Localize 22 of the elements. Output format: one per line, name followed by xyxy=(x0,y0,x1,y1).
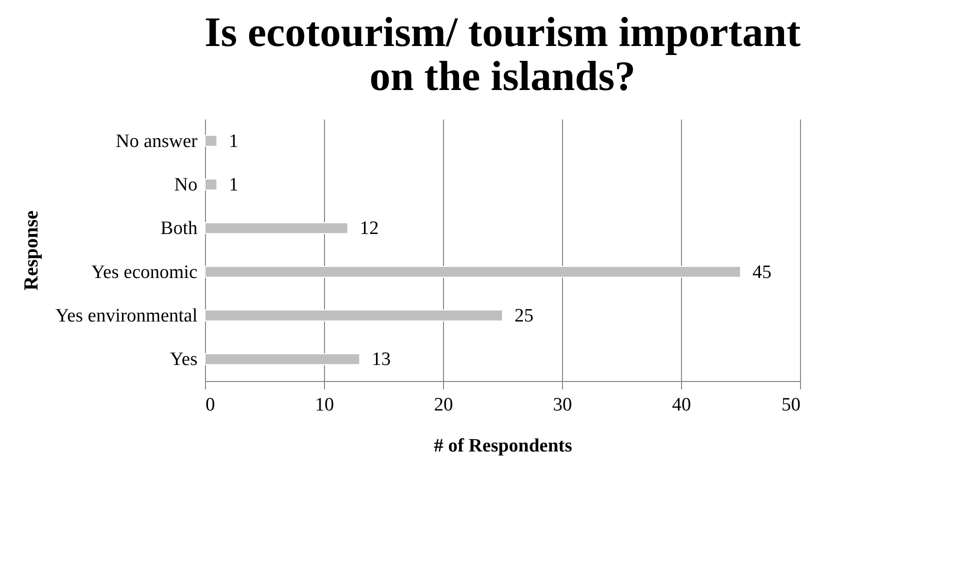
y-axis-title: Response xyxy=(20,210,42,291)
y-tick-label: No answer xyxy=(116,130,198,152)
x-tick-label: 50 xyxy=(782,394,800,416)
data-label: 45 xyxy=(752,262,772,283)
text: Is ecotourism/ tourism important xyxy=(204,10,801,56)
x-tick-label: 40 xyxy=(672,394,691,416)
data-label: 12 xyxy=(360,218,379,240)
x-tick-label: 0 xyxy=(206,394,215,416)
data-label: 25 xyxy=(514,306,534,326)
text: on the islands? xyxy=(369,54,636,100)
y-tick-label: Yes economic xyxy=(91,262,198,283)
y-tick-label: No xyxy=(174,174,198,196)
data-label: 1 xyxy=(228,130,238,152)
x-tick-label: 10 xyxy=(315,394,334,416)
y-tick-label: Both xyxy=(160,218,198,240)
y-tick-label: Yes environmental xyxy=(55,306,198,326)
data-label: 1 xyxy=(228,174,238,196)
x-tick-label: 20 xyxy=(434,394,453,416)
x-tick-label: 30 xyxy=(553,394,572,416)
y-tick-label: Yes xyxy=(170,349,198,370)
data-label: 13 xyxy=(372,349,391,370)
x-axis-title: # of Respondents xyxy=(434,436,572,456)
